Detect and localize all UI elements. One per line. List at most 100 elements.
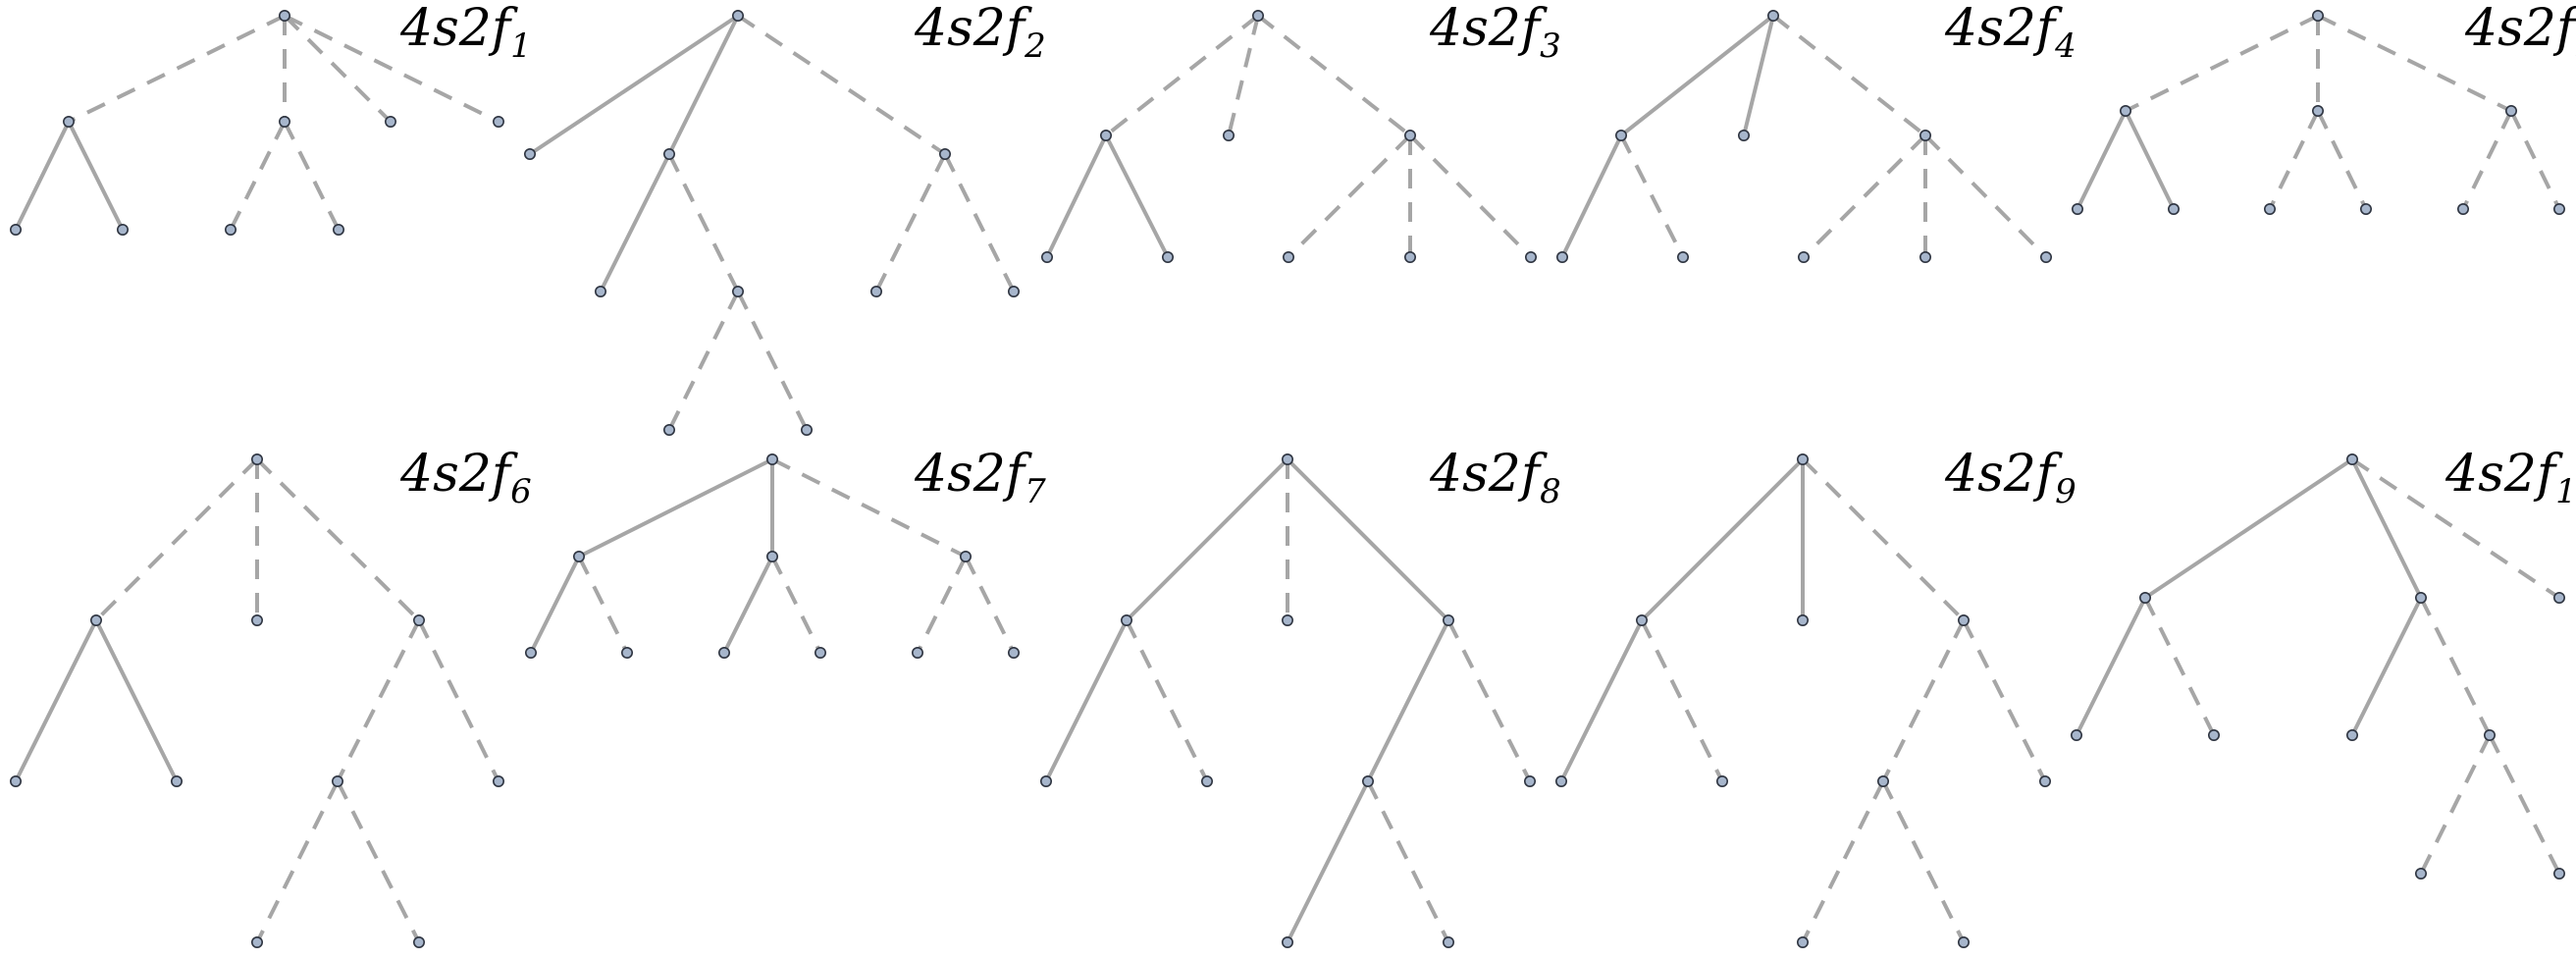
- tree-node-b1: [2264, 203, 2277, 216]
- tree-node-b: [250, 613, 263, 626]
- tree-node-c1: [869, 285, 882, 297]
- label-subscript: 3: [1540, 27, 1561, 66]
- dashed-edge-c-c2: [1446, 619, 1532, 782]
- solid-edge-a-a2: [94, 619, 179, 782]
- root-node: [731, 10, 744, 22]
- solid-edge-r-b: [1742, 15, 1775, 136]
- tree-9: [1555, 453, 2052, 948]
- dashed-edge-c-c2: [964, 556, 1016, 654]
- tree-node-c: [2553, 591, 2566, 604]
- tree-node-c2: [2553, 203, 2566, 216]
- dashed-edge-c1-c11: [1801, 780, 1885, 943]
- label-subscript: 10: [2555, 472, 2576, 511]
- tree-node-a1: [524, 646, 537, 659]
- dashed-edge-b-b2: [667, 153, 740, 293]
- solid-edge-a-a1: [1045, 134, 1108, 258]
- dashed-edge-c-c1: [336, 619, 421, 782]
- solid-edge-r-b: [2350, 458, 2423, 599]
- tree-node-b: [2415, 591, 2428, 604]
- dashed-edge-b-b2: [2316, 110, 2368, 210]
- dashed-edge-r-c: [283, 14, 393, 124]
- solid-edge-b-b1: [2350, 597, 2423, 736]
- tree-node-c: [384, 116, 396, 129]
- tree-node-d: [492, 116, 504, 129]
- root-node: [765, 453, 778, 465]
- label-base: 4s2f: [399, 0, 518, 58]
- tree-node-a1: [1041, 250, 1054, 263]
- label-base: 4s2f: [914, 0, 1032, 58]
- dashed-edge-a-a2: [1640, 619, 1724, 782]
- dashed-edge-r-d: [284, 14, 499, 124]
- dashed-edge-r-c: [1771, 14, 1927, 137]
- tree-node-a1: [1556, 250, 1569, 263]
- solid-edge-a-a2: [1104, 134, 1170, 258]
- tree-node-b2: [814, 646, 826, 659]
- solid-edge-a-a1: [1044, 619, 1129, 782]
- solid-edge-a-a1: [14, 619, 98, 782]
- tree-6: [10, 453, 504, 948]
- dashed-edge-a-a2: [1125, 619, 1209, 782]
- tree-node-c3: [2040, 250, 2053, 263]
- tree-node-a2: [2208, 728, 2221, 741]
- tree-node-c: [2505, 105, 2518, 118]
- tree-1: [10, 10, 504, 237]
- dashed-edge-b2-b22: [2488, 734, 2561, 875]
- dashed-edge-r-c: [2350, 457, 2561, 600]
- dashed-edge-r-c: [1256, 14, 1412, 137]
- dashed-edge-c1-c12: [1881, 780, 1966, 943]
- tree-node-c1: [331, 774, 343, 787]
- tree-10: [2071, 453, 2566, 879]
- dashed-edge-c-c3: [1408, 133, 1533, 259]
- dashed-edge-c-c1: [1287, 133, 1412, 259]
- tree-node-b1: [225, 224, 237, 237]
- tree-node-c: [1958, 613, 1971, 626]
- label-subscript: 4: [2054, 27, 2077, 66]
- root-node: [250, 453, 263, 465]
- dashed-edge-c-c1: [1802, 133, 1927, 259]
- tree-node-b2: [2484, 728, 2497, 741]
- tree-node-c1: [1283, 250, 1295, 263]
- label-subscript: 9: [2055, 472, 2077, 511]
- tree-node-c11: [1282, 935, 1294, 948]
- tree-node-b2: [731, 285, 744, 297]
- dashed-edge-a-a2: [2143, 597, 2216, 736]
- tree-label-9: 4s2f9: [1944, 445, 2077, 511]
- tree-node-c: [1404, 130, 1417, 142]
- dashed-edge-b-b2: [2419, 597, 2492, 736]
- tree-3: [1041, 10, 1538, 263]
- solid-edge-a-a1: [14, 121, 71, 231]
- label-base: 4s2f: [1944, 445, 2063, 504]
- solid-edge-r-b: [667, 15, 740, 155]
- tree-node-a2: [1716, 774, 1729, 787]
- dashed-edge-c-c1: [1881, 619, 1966, 782]
- tree-node-c: [1443, 613, 1455, 626]
- label-base: 4s2f: [2445, 445, 2563, 504]
- label-subscript: 7: [1025, 472, 1046, 511]
- tree-node-b22: [800, 423, 813, 436]
- dashed-edge-r-a: [68, 14, 286, 124]
- tree-label-4: 4s2f4: [1944, 0, 2077, 66]
- tree-node-c1: [1362, 774, 1375, 787]
- solid-edge-a-a1: [1559, 619, 1644, 782]
- tree-node-c11: [250, 935, 263, 948]
- tree-node-b: [765, 550, 778, 562]
- tree-node-b2: [2360, 203, 2373, 216]
- label-subscript: 8: [1540, 472, 1561, 511]
- label-base: 4s2f: [1944, 0, 2063, 58]
- dashed-edge-r-a: [2125, 14, 2319, 113]
- dashed-edge-r-c: [2317, 14, 2512, 113]
- tree-node-c1: [1877, 774, 1890, 787]
- dashed-edge-c-c1: [2461, 110, 2513, 210]
- dashed-edge-r-c: [736, 14, 947, 156]
- tree-label-2: 4s2f2: [914, 0, 1046, 66]
- dashed-edge-c-c2: [417, 619, 500, 782]
- solid-edge-r-a: [1125, 457, 1289, 622]
- dashed-edge-c1-c11: [255, 780, 340, 943]
- tree-node-b: [2312, 105, 2325, 118]
- solid-edge-r-a: [528, 14, 740, 156]
- tree-node-c2: [2039, 774, 2052, 787]
- tree-8: [1040, 453, 1537, 948]
- tree-node-b1: [2346, 728, 2359, 741]
- dashed-edge-a-a2: [1619, 134, 1685, 258]
